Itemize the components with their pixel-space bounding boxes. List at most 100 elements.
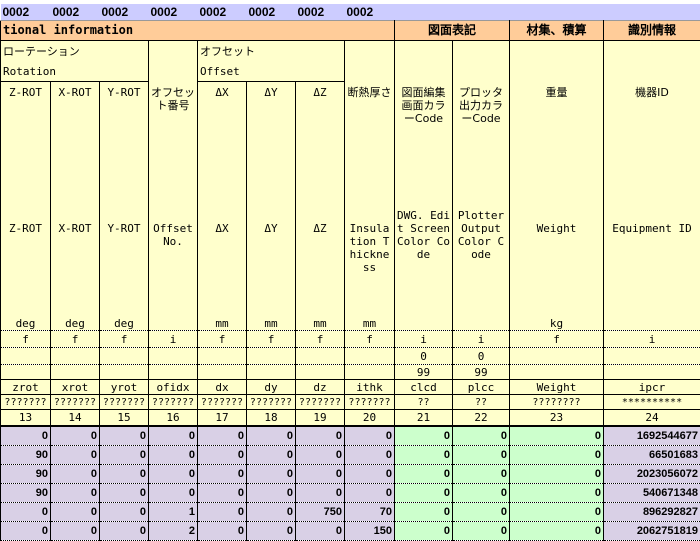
- format-cell: ???????: [345, 395, 395, 410]
- data-cell[interactable]: 0: [510, 446, 604, 465]
- band-code: 0002: [247, 4, 296, 21]
- data-cell[interactable]: 0: [149, 446, 198, 465]
- type-cell: f: [1, 331, 51, 348]
- data-cell[interactable]: 0: [1, 426, 51, 446]
- field-name: ipcr: [604, 380, 700, 395]
- data-cell[interactable]: 0: [51, 503, 100, 522]
- data-cell[interactable]: 0: [198, 503, 247, 522]
- data-cell[interactable]: 0: [345, 465, 395, 484]
- data-cell[interactable]: 750: [296, 503, 345, 522]
- field-name: yrot: [100, 380, 149, 395]
- data-cell[interactable]: 0: [247, 522, 296, 541]
- data-cell[interactable]: 896292827: [604, 503, 700, 522]
- data-cell[interactable]: 2062751819: [604, 522, 700, 541]
- data-cell[interactable]: 0: [345, 446, 395, 465]
- header-en: Offset No.: [149, 204, 198, 309]
- data-cell[interactable]: 90: [1, 465, 51, 484]
- min-cell: [1, 348, 51, 365]
- data-cell[interactable]: 0: [198, 522, 247, 541]
- band-code: 0002: [198, 4, 247, 21]
- data-cell[interactable]: 0: [296, 484, 345, 503]
- data-cell[interactable]: 0: [296, 522, 345, 541]
- data-cell[interactable]: 0: [100, 465, 149, 484]
- field-name: dy: [247, 380, 296, 395]
- data-cell[interactable]: 0: [510, 484, 604, 503]
- data-cell[interactable]: 90: [1, 484, 51, 503]
- data-cell[interactable]: 0: [510, 503, 604, 522]
- band-code: 0002: [100, 4, 149, 21]
- data-cell[interactable]: 0: [453, 465, 510, 484]
- type-cell: f: [198, 331, 247, 348]
- data-cell[interactable]: 0: [198, 426, 247, 446]
- data-cell[interactable]: 0: [247, 426, 296, 446]
- data-cell[interactable]: 540671348: [604, 484, 700, 503]
- data-cell[interactable]: 0: [395, 522, 453, 541]
- data-cell[interactable]: 0: [198, 484, 247, 503]
- data-cell[interactable]: 0: [296, 446, 345, 465]
- rotation-group-jp: ローテーション: [1, 41, 149, 63]
- data-cell[interactable]: 66501683: [604, 446, 700, 465]
- data-cell[interactable]: 0: [395, 426, 453, 446]
- data-cell[interactable]: 0: [453, 426, 510, 446]
- unit-cell: [149, 309, 198, 331]
- data-cell[interactable]: 2: [149, 522, 198, 541]
- data-cell[interactable]: 0: [100, 446, 149, 465]
- band-code: 0002: [296, 4, 345, 21]
- data-cell[interactable]: 2023056072: [604, 465, 700, 484]
- data-cell[interactable]: 0: [149, 465, 198, 484]
- min-cell: [510, 348, 604, 365]
- unit-cell: [395, 309, 453, 331]
- data-cell[interactable]: 0: [149, 484, 198, 503]
- data-cell[interactable]: 0: [296, 465, 345, 484]
- data-cell[interactable]: 0: [510, 522, 604, 541]
- data-cell[interactable]: 0: [100, 503, 149, 522]
- data-cell[interactable]: 150: [345, 522, 395, 541]
- data-cell[interactable]: 0: [453, 522, 510, 541]
- data-cell[interactable]: 0: [1, 522, 51, 541]
- type-cell: i: [149, 331, 198, 348]
- data-cell[interactable]: 0: [247, 446, 296, 465]
- data-cell[interactable]: 0: [100, 522, 149, 541]
- data-cell[interactable]: 0: [345, 484, 395, 503]
- column-number: 22: [453, 410, 510, 427]
- data-cell[interactable]: 0: [51, 446, 100, 465]
- type-cell: i: [453, 331, 510, 348]
- data-cell[interactable]: 0: [453, 484, 510, 503]
- data-cell[interactable]: 0: [395, 503, 453, 522]
- data-cell[interactable]: 0: [51, 484, 100, 503]
- data-cell[interactable]: 0: [149, 426, 198, 446]
- data-cell[interactable]: 0: [198, 465, 247, 484]
- data-cell[interactable]: 0: [395, 465, 453, 484]
- data-cell[interactable]: 90: [1, 446, 51, 465]
- data-cell[interactable]: 0: [395, 484, 453, 503]
- type-cell: f: [51, 331, 100, 348]
- band-cell: [395, 4, 453, 21]
- data-cell[interactable]: 0: [1, 503, 51, 522]
- data-cell[interactable]: 0: [51, 465, 100, 484]
- data-cell[interactable]: 0: [453, 503, 510, 522]
- data-cell[interactable]: 0: [198, 446, 247, 465]
- data-cell[interactable]: 0: [395, 446, 453, 465]
- data-cell[interactable]: 0: [345, 426, 395, 446]
- data-cell[interactable]: 0: [51, 522, 100, 541]
- data-cell[interactable]: 0: [510, 465, 604, 484]
- data-cell[interactable]: 1: [149, 503, 198, 522]
- max-cell: [100, 365, 149, 380]
- data-cell[interactable]: 0: [510, 426, 604, 446]
- data-cell[interactable]: 0: [100, 484, 149, 503]
- header-jp: オフセット番号: [149, 82, 198, 205]
- max-cell: [247, 365, 296, 380]
- data-cell[interactable]: 0: [100, 426, 149, 446]
- data-cell[interactable]: 1692544677: [604, 426, 700, 446]
- unit-cell: deg: [100, 309, 149, 331]
- data-cell[interactable]: 0: [51, 426, 100, 446]
- data-cell[interactable]: 0: [247, 465, 296, 484]
- band-code: 0002: [149, 4, 198, 21]
- data-cell[interactable]: 70: [345, 503, 395, 522]
- data-cell[interactable]: 0: [296, 426, 345, 446]
- data-cell[interactable]: 0: [247, 503, 296, 522]
- header-en: Plotter Output Color Code: [453, 204, 510, 309]
- data-cell[interactable]: 0: [247, 484, 296, 503]
- data-cell[interactable]: 0: [453, 446, 510, 465]
